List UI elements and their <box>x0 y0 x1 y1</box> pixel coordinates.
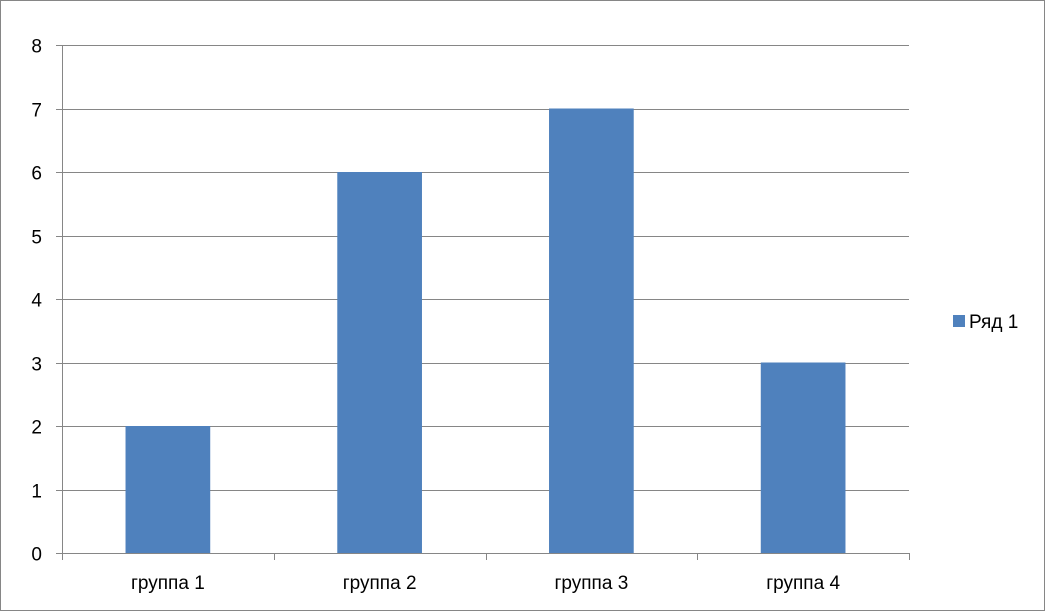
x-tick-label: группа 2 <box>343 573 417 594</box>
y-tick-label: 7 <box>31 101 42 122</box>
x-axis-ticks: группа 1 группа 2 группа 3 группа 4 <box>62 553 910 594</box>
y-axis-ticks: 0 1 2 3 4 5 6 7 8 <box>31 37 62 566</box>
bar-3 <box>549 108 634 553</box>
bars <box>125 108 846 553</box>
y-tick-label: 1 <box>31 482 42 503</box>
y-tick-label: 8 <box>31 37 42 58</box>
y-tick-label: 0 <box>31 545 42 566</box>
bar-1 <box>125 426 211 553</box>
x-tick-label: группа 4 <box>766 573 840 594</box>
y-tick-label: 2 <box>31 418 42 439</box>
bar-4 <box>760 362 846 553</box>
y-tick-label: 3 <box>31 355 42 376</box>
axes <box>62 45 909 554</box>
y-tick-label: 5 <box>31 228 42 249</box>
y-tick-label: 4 <box>31 291 42 312</box>
y-tick-label: 6 <box>31 164 42 185</box>
x-tick-label: группа 1 <box>131 573 205 594</box>
legend-swatch-series-1 <box>953 315 965 327</box>
x-tick-label: группа 3 <box>554 573 628 594</box>
legend: Ряд 1 <box>953 312 1018 333</box>
legend-label-series-1: Ряд 1 <box>969 312 1018 333</box>
bar-2 <box>337 172 422 553</box>
